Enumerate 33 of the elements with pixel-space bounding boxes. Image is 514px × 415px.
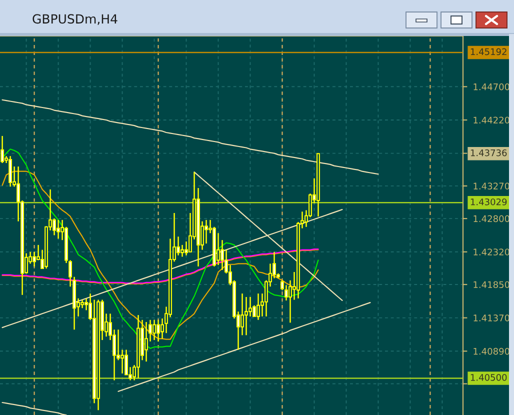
y-tick-label: 1.42320 bbox=[474, 248, 510, 256]
candlestick bbox=[0, 135, 4, 164]
y-tick-label: 1.40890 bbox=[474, 348, 510, 355]
candlestick bbox=[244, 296, 248, 336]
y-tick-label: 1.43270 bbox=[474, 182, 510, 190]
y-tick-label: 1.42800 bbox=[474, 215, 510, 222]
candlestick bbox=[204, 219, 208, 244]
candlestick bbox=[32, 251, 36, 268]
line-series bbox=[2, 148, 319, 349]
candlestick bbox=[120, 349, 124, 374]
line-series bbox=[2, 99, 379, 175]
candlestick bbox=[180, 244, 184, 258]
candlestick bbox=[220, 239, 224, 271]
chart-title: GBPUSDm,H4 bbox=[32, 14, 118, 25]
line-series bbox=[118, 302, 371, 392]
line-series bbox=[2, 402, 67, 415]
ref-line-label: 1.40500 bbox=[470, 374, 507, 381]
candlestick bbox=[240, 292, 244, 336]
y-tick-label: 1.44700 bbox=[474, 83, 510, 90]
candlestick bbox=[256, 292, 260, 321]
y-tick-label: 1.41850 bbox=[474, 281, 510, 288]
ref-line-label: 1.43029 bbox=[470, 198, 507, 206]
y-tick-label: 1.44220 bbox=[474, 116, 510, 124]
candlestick bbox=[8, 155, 12, 188]
candlestick bbox=[156, 319, 160, 342]
candlestick bbox=[144, 321, 148, 362]
text: 1.43736 bbox=[470, 149, 507, 156]
candlestick bbox=[56, 219, 60, 240]
ref-line-label: 1.45192 bbox=[470, 48, 506, 56]
y-tick-label: 1.41370 bbox=[474, 314, 510, 322]
candlestick bbox=[152, 319, 156, 341]
candlestick bbox=[176, 236, 180, 256]
candlestick bbox=[284, 284, 288, 302]
